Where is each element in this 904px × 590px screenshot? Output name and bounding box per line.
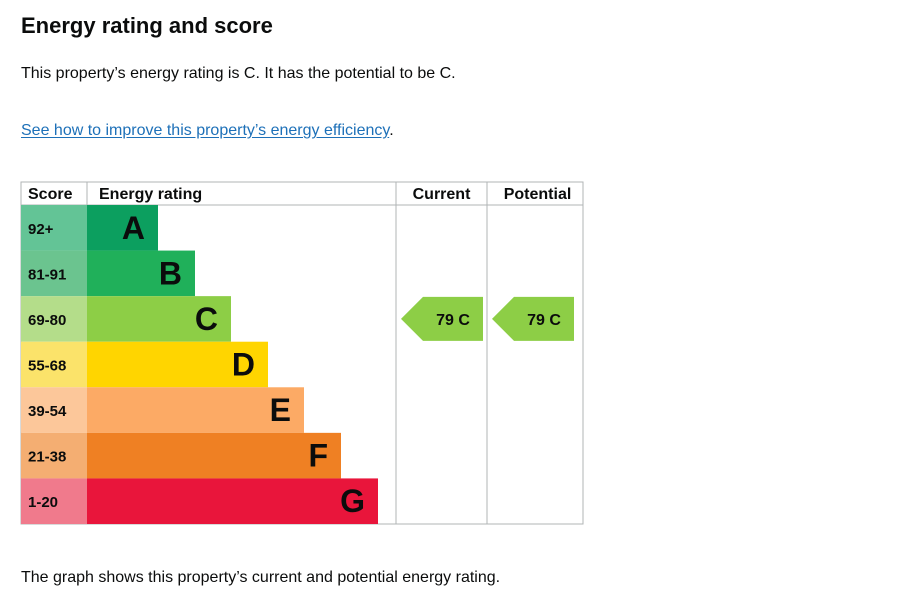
- chart-arrows: 79 C 79 C: [401, 296, 574, 341]
- current-header: Current: [413, 186, 471, 203]
- band-bar-c: [87, 296, 231, 342]
- link-suffix: .: [389, 122, 394, 139]
- score-cell-b: [21, 250, 87, 297]
- band-letter-e: E: [270, 392, 291, 428]
- band-bar-g: [87, 478, 378, 524]
- score-cell-e: [21, 387, 87, 433]
- current-rating-label: 79 C: [436, 312, 470, 329]
- band-bar-b: [87, 250, 195, 297]
- improve-link-line: See how to improve this property’s energ…: [21, 122, 394, 140]
- potential-header: Potential: [504, 186, 572, 203]
- band-letter-b: B: [159, 255, 182, 291]
- chart-bands: 92+ A 81-91 B 69-80 C 55-68 D 39-54 E 21-38 F 1-20 G: [21, 205, 378, 524]
- band-letter-c: C: [195, 301, 218, 337]
- score-cell-g: [21, 478, 87, 524]
- potential-rating-label: 79 C: [527, 312, 561, 329]
- current-arrow: [401, 296, 483, 341]
- potential-arrow: [492, 296, 574, 341]
- band-bar-e: [87, 387, 304, 433]
- score-label-e: 39-54: [28, 403, 67, 420]
- score-cell-f: [21, 432, 87, 479]
- improve-efficiency-link[interactable]: See how to improve this property’s energ…: [21, 122, 390, 139]
- chart-headers: Score Energy rating Current Potential: [28, 186, 571, 203]
- chart-caption: The graph shows this property’s current …: [21, 569, 501, 586]
- page-title: Energy rating and score: [21, 13, 273, 38]
- rating-summary: This property’s energy rating is C. It h…: [21, 65, 456, 82]
- energy-rating-header: Energy rating: [99, 186, 202, 203]
- score-label-g: 1-20: [28, 494, 58, 511]
- band-letter-f: F: [308, 438, 328, 474]
- score-cell-d: [21, 341, 87, 388]
- score-cell-a: [21, 205, 87, 251]
- score-label-c: 69-80: [28, 312, 66, 329]
- band-letter-d: D: [232, 346, 255, 382]
- score-label-f: 21-38: [28, 449, 66, 466]
- score-header: Score: [28, 186, 73, 203]
- band-letter-g: G: [340, 483, 365, 519]
- score-label-a: 92+: [28, 221, 54, 238]
- band-bar-d: [87, 341, 268, 388]
- band-bar-f: [87, 432, 341, 479]
- band-letter-a: A: [122, 210, 145, 246]
- score-label-d: 55-68: [28, 357, 66, 374]
- score-cell-c: [21, 296, 87, 342]
- score-label-b: 81-91: [28, 266, 66, 283]
- band-bar-a: [87, 205, 158, 251]
